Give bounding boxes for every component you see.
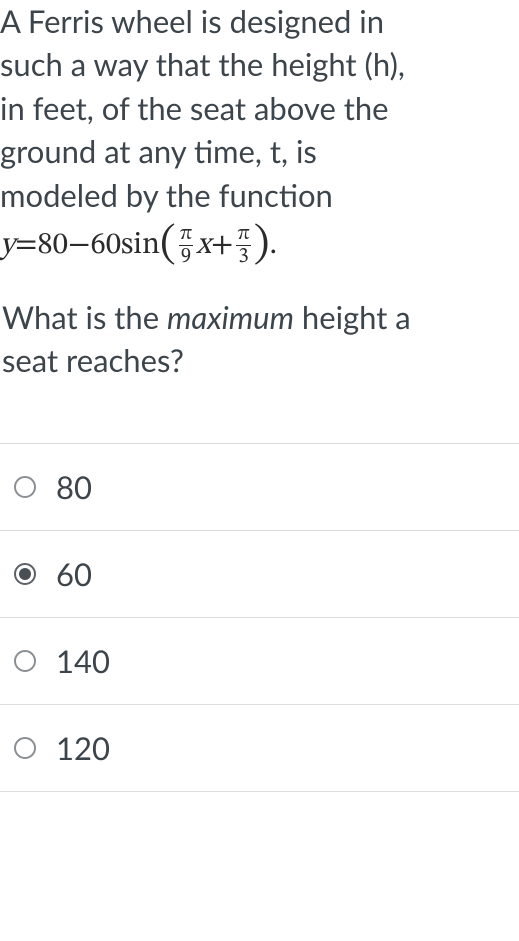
answer-options: 80 60 140 120 — [0, 443, 519, 792]
option-120[interactable]: 120 — [0, 705, 519, 792]
question-stem: A Ferris wheel is designed in such a way… — [0, 0, 519, 268]
prompt-text: height a — [294, 298, 411, 336]
equation: y = 80 − 60 sin ( π 9 x + π 3 ) . — [0, 223, 515, 268]
eq-period: . — [269, 224, 277, 267]
eq-const-80: 80 — [37, 224, 68, 267]
radio-icon — [14, 650, 36, 672]
stem-line: in feet, of the seat above the — [0, 89, 389, 127]
frac-num: π — [235, 223, 251, 245]
question-prompt: What is the maximum height a seat reache… — [0, 296, 519, 383]
option-label: 120 — [56, 729, 110, 767]
stem-line: ground at any time, t, is — [0, 132, 317, 170]
option-140[interactable]: 140 — [0, 618, 519, 705]
option-label: 60 — [56, 555, 92, 593]
eq-minus: − — [68, 224, 90, 267]
eq-frac-pi-9: π 9 — [178, 223, 194, 268]
option-60[interactable]: 60 — [0, 531, 519, 618]
prompt-text: What is the — [2, 298, 167, 336]
eq-frac-pi-3: π 3 — [235, 223, 251, 268]
radio-icon — [14, 476, 36, 498]
eq-equals: = — [15, 224, 37, 267]
eq-lparen: ( — [160, 223, 176, 267]
radio-icon — [14, 563, 36, 585]
radio-icon — [14, 737, 36, 759]
frac-num: π — [178, 223, 194, 245]
stem-line: such a way that the height (h), — [0, 45, 405, 83]
prompt-emph: maximum — [167, 298, 294, 336]
prompt-text: seat reaches? — [2, 341, 184, 379]
eq-x: x — [196, 224, 211, 267]
option-label: 140 — [56, 642, 110, 680]
option-label: 80 — [56, 468, 92, 506]
eq-const-60: 60 — [90, 224, 121, 267]
stem-line: modeled by the function — [0, 176, 333, 214]
option-80[interactable]: 80 — [0, 444, 519, 531]
eq-y: y — [0, 224, 15, 267]
eq-rparen: ) — [254, 223, 270, 267]
eq-sin: sin — [121, 224, 160, 267]
stem-line: A Ferris wheel is designed in — [0, 2, 384, 40]
frac-den: 9 — [179, 245, 193, 268]
frac-den: 3 — [236, 245, 250, 268]
eq-plus: + — [211, 224, 233, 267]
